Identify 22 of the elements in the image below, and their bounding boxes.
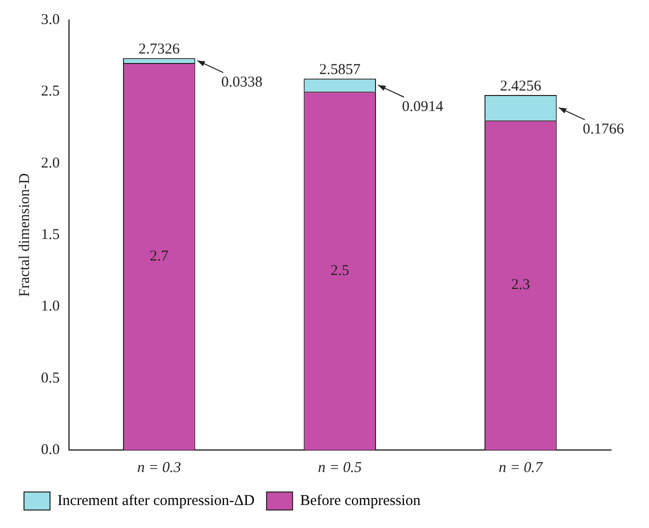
legend-label: Before compression <box>300 492 421 509</box>
y-tick-label: 1.5 <box>41 226 60 243</box>
y-tick-label: 3.0 <box>41 12 60 28</box>
y-tick-label: 0.5 <box>41 370 60 386</box>
x-tick-label: n = 0.7 <box>498 460 544 476</box>
y-axis-title: Fractal dimension-D <box>16 172 33 297</box>
x-tick-label: n = 0.3 <box>137 460 182 476</box>
y-tick-label: 1.0 <box>41 298 60 315</box>
annotation: 2.7326 <box>138 42 180 58</box>
annotation: 2.4256 <box>500 78 542 94</box>
data-label: 0.0914 <box>402 99 444 116</box>
annotation: 2.5857 <box>319 62 361 78</box>
y-tick-label: 2.0 <box>41 155 60 172</box>
data-label: 2.7 <box>150 248 169 264</box>
y-tick-label: 0.0 <box>41 442 60 458</box>
data-label: 2.3 <box>511 277 530 294</box>
y-tick-label: 2.5 <box>41 84 60 100</box>
legend-label: Increment after compression-ΔD <box>58 492 255 509</box>
data-label: 2.5 <box>330 262 350 279</box>
data-label: 0.1766 <box>582 122 625 138</box>
data-label: 0.0338 <box>221 74 263 91</box>
x-tick-label: n = 0.5 <box>318 460 362 476</box>
